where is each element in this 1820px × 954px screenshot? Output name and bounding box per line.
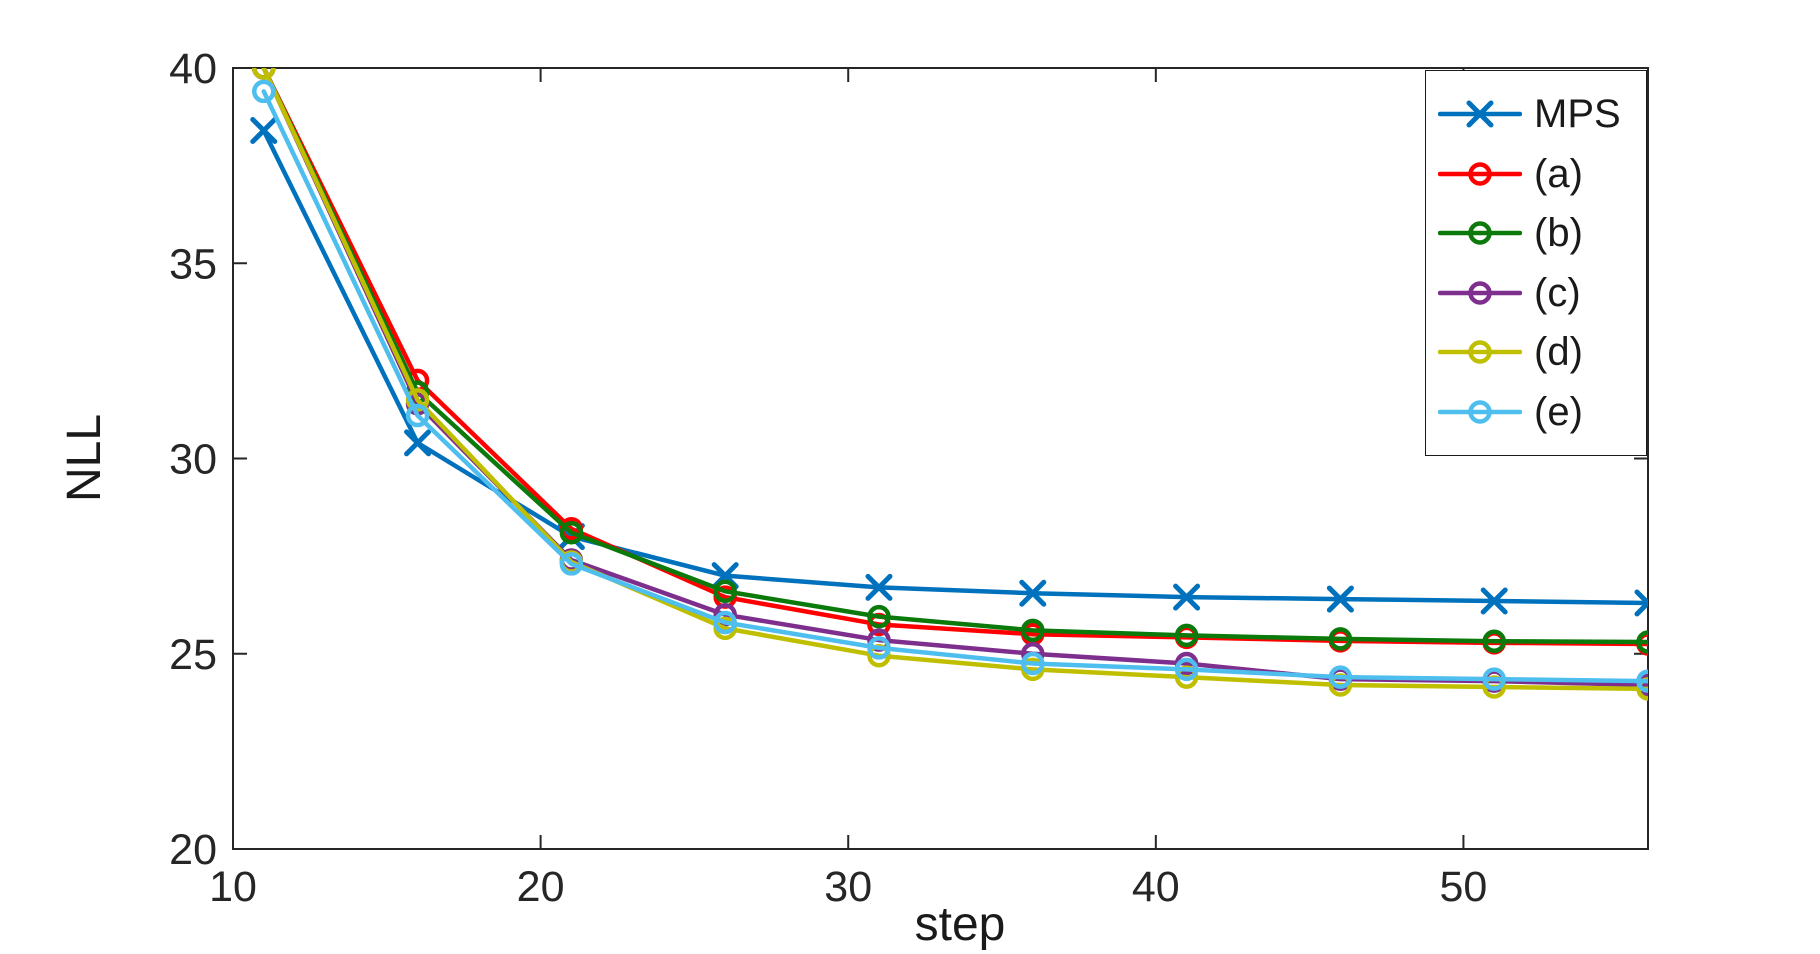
y-tick-label: 40: [169, 45, 217, 93]
legend-swatch-e: [1438, 399, 1522, 424]
legend-item-b: (b): [1438, 211, 1646, 255]
data-point-marker-(d): [1636, 677, 1648, 701]
legend-label-mps: MPS: [1534, 92, 1621, 137]
data-point-marker-MPS: [1326, 585, 1354, 613]
data-point-marker-(e): [1174, 657, 1199, 682]
data-point-marker-(b): [1482, 629, 1506, 654]
data-point-marker-(e): [1328, 665, 1353, 689]
legend-label-d: (d): [1534, 330, 1583, 375]
y-tick-label: 25: [169, 631, 217, 679]
legend-marker-MPS: [1466, 100, 1494, 128]
series-line-(d): [261, 68, 1648, 692]
data-point-marker-(b): [1021, 618, 1045, 643]
legend-marker-(a): [1468, 162, 1492, 186]
legend-item-mps: MPS: [1438, 92, 1646, 136]
data-point-marker-MPS: [865, 573, 893, 601]
y-tick-label: 35: [169, 240, 217, 288]
data-point-marker-(e): [1482, 667, 1506, 691]
legend-item-c: (c): [1438, 271, 1646, 315]
legend-label-a: (a): [1534, 151, 1583, 196]
legend-marker-(b): [1468, 221, 1492, 246]
y-tick-label: 30: [169, 436, 217, 484]
legend-label-e: (e): [1534, 389, 1583, 434]
y-axis-label: NLL: [58, 414, 111, 502]
data-point-marker-(e): [867, 636, 891, 660]
data-point-marker-(b): [713, 579, 737, 604]
legend: MPS (a) (b) (c) (d) (e): [1425, 70, 1647, 456]
data-point-marker-(e): [1636, 669, 1648, 693]
series-line-(b): [261, 68, 1648, 645]
x-tick-label: 40: [1132, 863, 1180, 911]
y-tick-label: 20: [169, 826, 217, 874]
legend-swatch-b: [1438, 221, 1522, 246]
legend-swatch-a: [1438, 162, 1522, 186]
data-point-marker-(b): [559, 520, 584, 545]
data-point-marker-(e): [713, 610, 737, 635]
data-point-marker-MPS: [1480, 587, 1508, 615]
data-point-marker-(e): [559, 552, 584, 576]
data-point-marker-MPS: [404, 429, 432, 457]
legend-swatch-d: [1438, 340, 1522, 364]
data-point-marker-(e): [405, 403, 430, 428]
data-point-marker-MPS: [250, 116, 278, 144]
data-point-marker-MPS: [1019, 579, 1047, 607]
data-point-marker-(b): [1636, 630, 1648, 654]
legend-item-a: (a): [1438, 152, 1646, 196]
legend-swatch-c: [1438, 280, 1522, 305]
x-tick-label: 20: [517, 863, 565, 911]
legend-marker-(e): [1468, 399, 1492, 424]
x-tick-label: 30: [824, 863, 872, 911]
plot-area: [250, 68, 1648, 701]
legend-item-e: (e): [1438, 390, 1646, 434]
legend-marker-(c): [1468, 280, 1492, 305]
data-point-marker-(b): [1174, 623, 1199, 648]
legend-swatch-mps: [1438, 100, 1522, 128]
legend-marker-(d): [1468, 340, 1492, 364]
legend-label-c: (c): [1534, 270, 1581, 315]
legend-label-b: (b): [1534, 211, 1583, 256]
data-point-marker-(b): [867, 604, 891, 629]
data-point-marker-(e): [1021, 651, 1045, 676]
data-point-marker-(e): [252, 79, 276, 104]
legend-item-d: (d): [1438, 330, 1646, 374]
x-tick-label: 50: [1440, 863, 1488, 911]
x-tick-label: 10: [209, 863, 257, 911]
data-point-marker-MPS: [1634, 589, 1648, 617]
data-point-marker-(b): [1328, 627, 1353, 651]
data-point-marker-(d): [252, 68, 276, 80]
series-line-(e): [261, 89, 1648, 684]
x-axis-label: step: [915, 898, 1006, 951]
data-point-marker-MPS: [1173, 583, 1201, 611]
